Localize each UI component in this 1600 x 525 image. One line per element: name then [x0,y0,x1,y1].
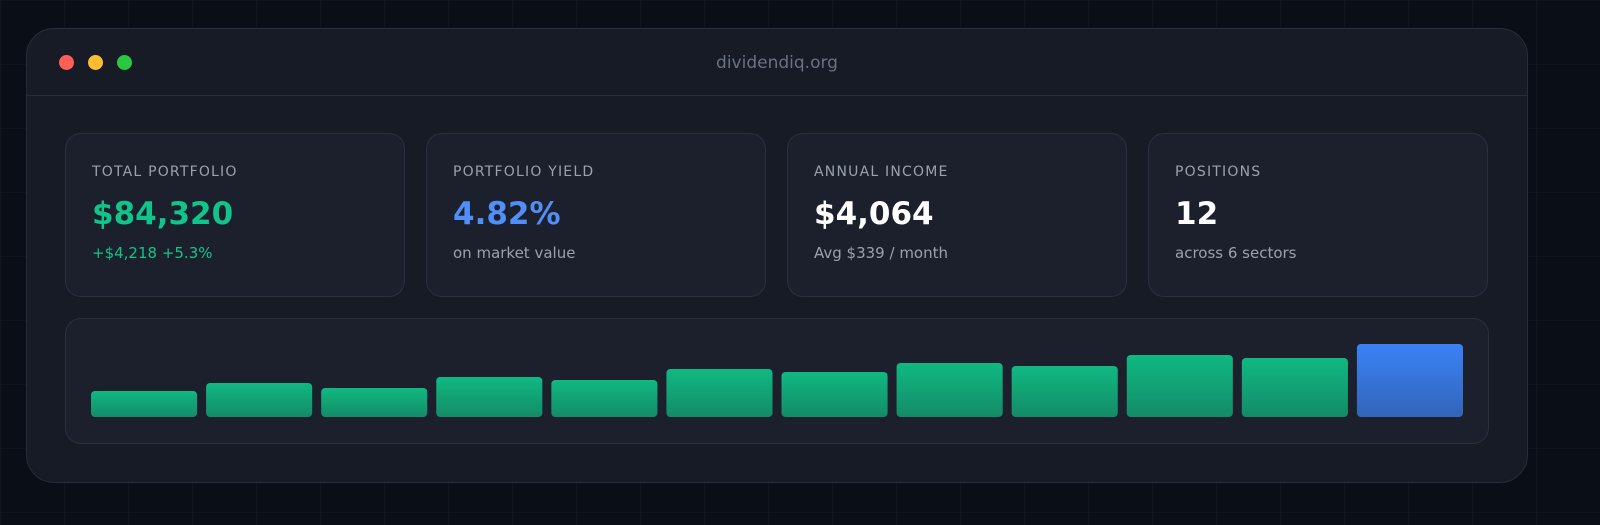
bar [551,380,658,417]
card-value: 12 [1175,196,1219,232]
maximize-button[interactable] [117,55,132,70]
card-value: 4.82% [453,196,561,232]
card-label: POSITIONS [1175,164,1262,180]
minimize-button[interactable] [88,55,103,70]
card-label: ANNUAL INCOME [814,164,949,180]
title-bar: dividendiq.org [27,29,1527,96]
bar [91,391,198,417]
bar [1126,355,1233,417]
stat-card: PORTFOLIO YIELD 4.82% on market value [426,133,766,297]
card-sub: Avg $339 / month [814,244,948,262]
bar [321,388,428,417]
card-value: $84,320 [92,196,234,232]
stat-card: POSITIONS 12 across 6 sectors [1148,133,1488,297]
bar [206,383,313,417]
stat-card: ANNUAL INCOME $4,064 Avg $339 / month [787,133,1127,297]
chart-panel [65,318,1489,444]
bar [666,369,773,417]
bar [436,377,543,417]
url: dividendiq.org [716,53,838,73]
card-value: $4,064 [814,196,934,232]
bar [1011,366,1118,417]
card-sub: on market value [453,244,576,262]
card-label: TOTAL PORTFOLIO [92,164,238,180]
browser-window: dividendiq.org TOTAL PORTFOLIO $84,320 +… [26,28,1528,483]
close-button[interactable] [59,55,74,70]
card-label: PORTFOLIO YIELD [453,164,595,180]
card-sub: across 6 sectors [1175,244,1297,262]
bar [781,372,888,417]
chart [91,344,1463,417]
card-sub: +$4,218 +5.3% [92,244,213,262]
stat-card: TOTAL PORTFOLIO $84,320 +$4,218 +5.3% [65,133,405,297]
bar [1356,344,1463,417]
bar [896,363,1003,417]
bar [1241,358,1348,417]
